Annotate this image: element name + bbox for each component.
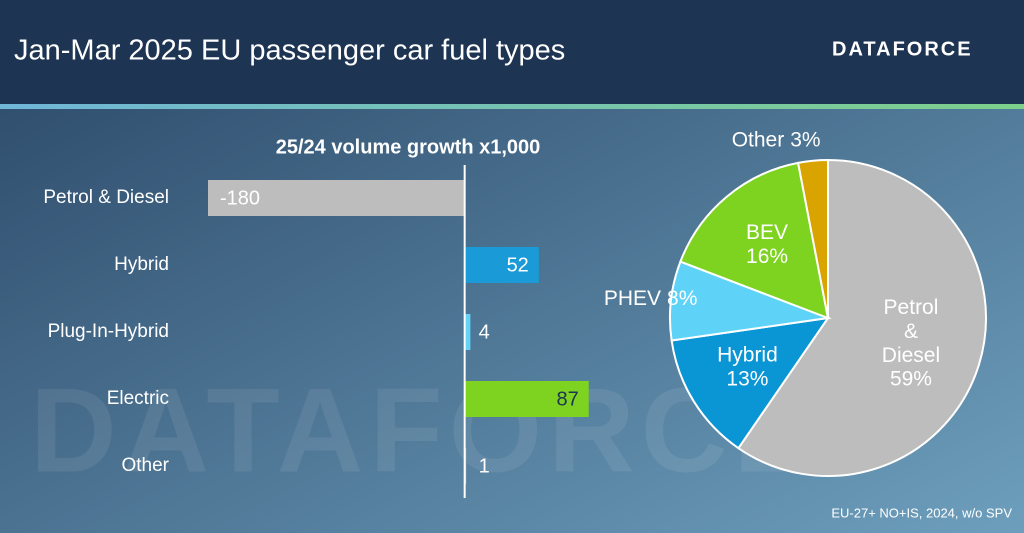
watermark: DATAFORCE <box>30 364 819 498</box>
slice-value: 59% <box>890 367 932 390</box>
pie-slice <box>670 316 831 450</box>
slice-value: 8% <box>667 287 697 310</box>
pie-slice <box>737 158 987 477</box>
category-label: Other <box>121 455 169 476</box>
slice-label: PHEV <box>604 287 661 310</box>
value-label: 4 <box>479 321 490 343</box>
bar-chart: Petrol & Diesel -180 Hybrid 52 Plug-In-Hybri… <box>43 165 589 498</box>
footnote: EU-27+ NO+IS, 2024, w/o SPV <box>831 505 1012 520</box>
category-label: Electric <box>107 388 169 409</box>
bar <box>208 180 465 216</box>
slice-label: BEV <box>746 221 788 244</box>
category-label: Petrol & Diesel <box>43 187 169 208</box>
value-label: 1 <box>479 455 490 477</box>
header-rule <box>0 104 1024 109</box>
category-label: Hybrid <box>114 254 169 275</box>
bar <box>464 247 539 283</box>
slice-label: Hybrid <box>717 344 778 367</box>
value-label: 87 <box>556 388 578 410</box>
bar <box>464 314 471 350</box>
slice-value: 16% <box>746 245 788 268</box>
bar <box>464 381 589 417</box>
slice-value: 13% <box>726 368 768 391</box>
value-label: -180 <box>220 187 260 209</box>
bar-chart-title: 25/24 volume growth x1,000 <box>276 136 541 158</box>
page-title: Jan-Mar 2025 EU passenger car fuel types <box>14 35 565 67</box>
slice-label: Petrol & Diesel <box>882 295 940 366</box>
pie-slice <box>796 158 829 319</box>
slice-value: 3% <box>790 128 820 151</box>
slice-label: Other <box>732 128 785 151</box>
logo: DATAFORCE <box>832 38 973 60</box>
header-band <box>0 0 1024 104</box>
category-label: Plug-In-Hybrid <box>48 321 169 342</box>
pie-slice <box>679 161 830 320</box>
value-label: 52 <box>507 254 529 276</box>
